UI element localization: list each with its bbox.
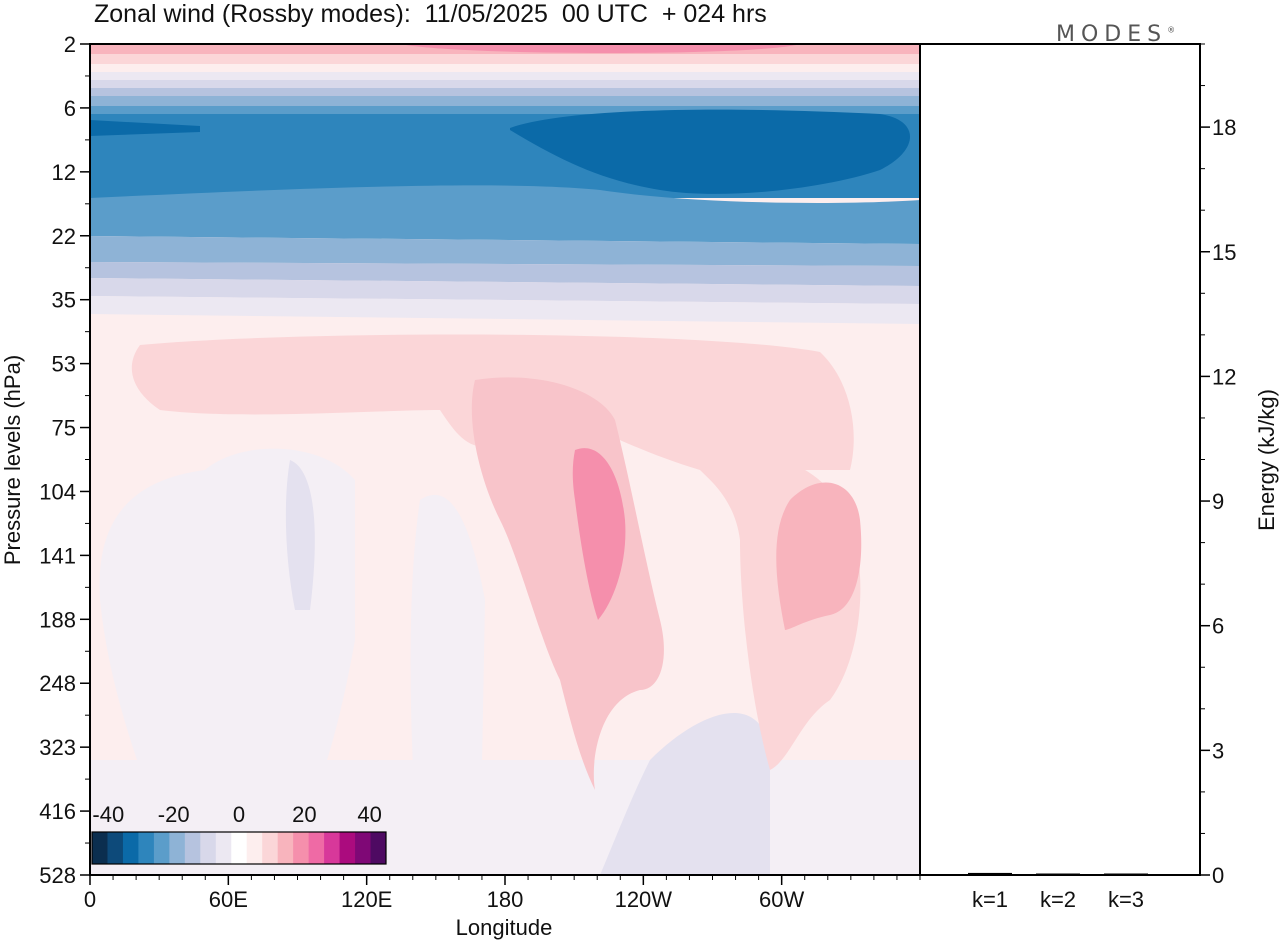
colorbar-swatch [246, 832, 263, 864]
energy-tick-label: 18 [1212, 115, 1236, 140]
x-axis-label: Longitude [456, 915, 553, 940]
y-axis-label: Pressure levels (hPa) [0, 355, 25, 565]
logo-text: MODES [1056, 22, 1168, 47]
energy-bar [968, 872, 1012, 875]
colorbar-frame [91, 831, 387, 865]
y-axis: 2 6 12 22 35 53 75 104 141 188 248 323 416 528 [39, 32, 90, 888]
x-tick-label: 120E [341, 887, 392, 912]
y-tick-label: 35 [52, 288, 76, 313]
colorbar-swatch [92, 832, 108, 864]
colorbar-swatch [200, 832, 217, 864]
field-strat-7 [90, 96, 920, 106]
energy-tick-label: 0 [1212, 863, 1224, 888]
y-tick-label: 53 [52, 352, 76, 377]
x-tick-label: 0 [84, 887, 96, 912]
field-blob-pos-east-core [776, 482, 862, 630]
colorbar: -40 -20 0 20 40 [91, 802, 387, 865]
energy-axis: 0 3 6 9 12 15 18 [1200, 43, 1236, 888]
x-tick-label: 60W [759, 887, 804, 912]
energy-tick-label: 15 [1212, 240, 1236, 265]
energy-bars: k=1 k=2 k=3 [968, 872, 1148, 912]
colorbar-swatch [324, 832, 341, 864]
y-tick-label: 528 [39, 863, 76, 888]
x-tick-label: 60E [209, 887, 248, 912]
colorbar-swatch [262, 832, 279, 864]
colorbar-swatch [169, 832, 186, 864]
x-tick-label: 120W [615, 887, 673, 912]
energy-tick-label: 12 [1212, 364, 1236, 389]
y-tick-label: 6 [64, 96, 76, 121]
y-tick-label: 104 [39, 479, 76, 504]
y-tick-label: 2 [64, 32, 76, 57]
x-tick-label: 180 [487, 887, 524, 912]
field-jet-core-east [510, 109, 910, 194]
energy-axis-label: Energy (kJ/kg) [1254, 389, 1279, 531]
energy-tick-label: 6 [1212, 614, 1224, 639]
field-lower-strat-4 [90, 278, 920, 304]
colorbar-swatch [339, 832, 356, 864]
energy-category-label: k=1 [972, 887, 1008, 912]
bar-panel-frame [919, 43, 1201, 876]
field-lower-strat-1 [90, 185, 920, 244]
colorbar-tick-label: 20 [292, 802, 316, 827]
colorbar-swatch [107, 832, 124, 864]
colorbar-swatch [370, 832, 387, 864]
y-tick-label: 188 [39, 607, 76, 632]
colorbar-swatch [122, 832, 139, 864]
zonal-wind-field [90, 44, 920, 875]
field-blob-weak-southeast [600, 712, 770, 875]
energy-category-label: k=3 [1108, 887, 1144, 912]
colorbar-tick-label: -20 [158, 802, 190, 827]
field-strat-max [400, 44, 800, 53]
colorbar-tick-label: 0 [233, 802, 245, 827]
chart-title: Zonal wind (Rossby modes): 11/05/2025 00… [94, 0, 767, 28]
y-tick-label: 416 [39, 799, 76, 824]
field-strat-2 [90, 54, 920, 64]
y-tick-label: 22 [52, 224, 76, 249]
field-strat-8 [90, 106, 920, 114]
colorbar-swatch [184, 832, 201, 864]
field-strat-6 [90, 88, 920, 96]
field-strat-4 [90, 72, 920, 80]
field-lower-strat-2 [90, 236, 920, 266]
field-lower-strat-5 [90, 296, 920, 324]
x-axis: 0 60E 120E 180 120W 60W [84, 875, 921, 912]
field-blob-neutral-center [410, 494, 485, 875]
energy-bar [1104, 873, 1148, 875]
colorbar-swatch [308, 832, 325, 864]
energy-bar [1036, 873, 1080, 875]
y-tick-label: 141 [39, 543, 76, 568]
colorbar-swatch [138, 832, 155, 864]
colorbar-tick-label: -40 [92, 802, 124, 827]
field-jet-core-west [90, 120, 200, 136]
colorbar-swatch [153, 832, 170, 864]
colorbar-swatch [293, 832, 310, 864]
energy-category-label: k=2 [1040, 887, 1076, 912]
field-blob-weak-west [285, 460, 315, 610]
colorbar-swatch [231, 832, 248, 864]
field-strat-5 [90, 80, 920, 88]
y-tick-label: 75 [52, 416, 76, 441]
colorbar-tick-label: 40 [357, 802, 381, 827]
energy-tick-label: 3 [1212, 738, 1224, 763]
y-tick-label: 12 [52, 160, 76, 185]
y-tick-label: 248 [39, 671, 76, 696]
modes-logo: MODES® [1056, 22, 1175, 47]
energy-tick-label: 9 [1212, 489, 1224, 514]
y-tick-label: 323 [39, 735, 76, 760]
registered-mark: ® [1167, 25, 1176, 35]
field-strat-3 [90, 64, 920, 72]
colorbar-swatch [355, 832, 372, 864]
colorbar-swatch [277, 832, 294, 864]
field-blob-pos-core [572, 448, 626, 620]
colorbar-swatch [215, 832, 232, 864]
